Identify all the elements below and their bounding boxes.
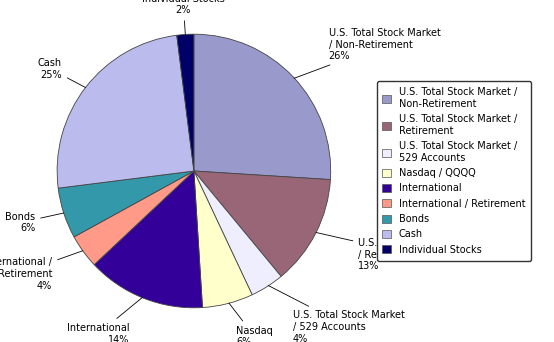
Wedge shape: [58, 171, 194, 237]
Text: Nasdaq
6%: Nasdaq 6%: [229, 303, 273, 342]
Text: U.S. Total Stock Market
/ 529 Accounts
4%: U.S. Total Stock Market / 529 Accounts 4…: [268, 286, 405, 342]
Wedge shape: [194, 171, 330, 276]
Wedge shape: [194, 171, 281, 295]
Wedge shape: [194, 171, 252, 307]
Text: International
14%: International 14%: [67, 298, 142, 342]
Legend: U.S. Total Stock Market /
Non-Retirement, U.S. Total Stock Market /
Retirement, : U.S. Total Stock Market / Non-Retirement…: [377, 81, 531, 261]
Wedge shape: [194, 34, 331, 180]
Text: International /
Retirement
4%: International / Retirement 4%: [0, 251, 83, 290]
Text: U.S. Total Stock Market
/ Retirement
13%: U.S. Total Stock Market / Retirement 13%: [316, 233, 470, 272]
Text: Bonds
6%: Bonds 6%: [5, 212, 64, 233]
Text: U.S. Total Stock Market
/ Non-Retirement
26%: U.S. Total Stock Market / Non-Retirement…: [294, 28, 440, 78]
Text: Individual Stocks
2%: Individual Stocks 2%: [142, 0, 225, 35]
Wedge shape: [94, 171, 203, 308]
Wedge shape: [177, 34, 194, 171]
Wedge shape: [74, 171, 194, 265]
Text: Cash
25%: Cash 25%: [38, 58, 85, 88]
Wedge shape: [57, 35, 194, 188]
